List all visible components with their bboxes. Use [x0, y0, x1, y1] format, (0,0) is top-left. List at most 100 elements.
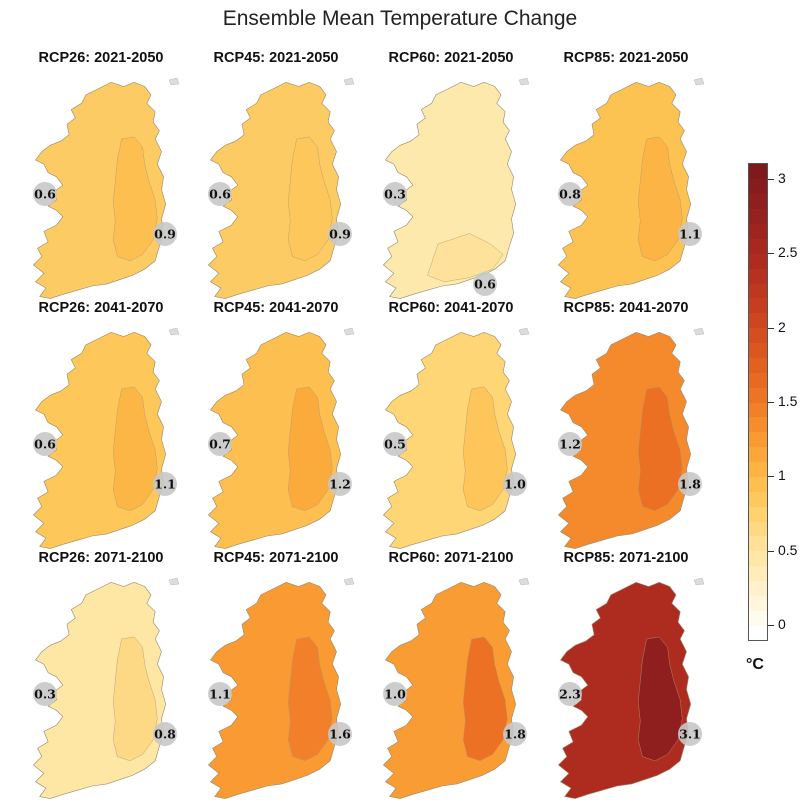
east-value-marker — [328, 472, 352, 496]
colorbar-tick-mark — [768, 253, 774, 255]
colorbar — [748, 163, 768, 641]
islet-shape — [168, 77, 180, 86]
islet-shape — [518, 77, 530, 86]
colorbar-swatch — [749, 297, 767, 314]
warming-contour-region — [637, 386, 683, 512]
south-value-label: 0.6 — [474, 277, 496, 292]
colorbar-swatch — [749, 268, 767, 284]
colorbar-swatch — [749, 461, 767, 477]
west-value-marker — [208, 432, 232, 456]
colorbar-swatch — [749, 193, 767, 210]
west-value-marker — [558, 682, 582, 706]
colorbar-tick-mark — [768, 402, 774, 403]
west-value-marker — [208, 182, 232, 206]
panel-title: RCP45: 2041-2070 — [213, 300, 339, 316]
islet-shape — [168, 577, 180, 586]
east-value-label: 1.0 — [504, 477, 526, 492]
warming-contour-region — [287, 386, 333, 512]
east-value-label: 0.9 — [329, 227, 351, 242]
colorbar-swatch — [749, 238, 767, 254]
colorbar-swatch — [749, 283, 767, 299]
colorbar-swatch — [749, 416, 767, 433]
west-value-marker — [383, 682, 407, 706]
ireland-map: 1.0 1.8 — [382, 577, 530, 799]
east-value-marker — [678, 472, 702, 496]
colorbar-tick-mark — [768, 178, 774, 180]
colorbar-swatch — [749, 342, 767, 358]
colorbar-swatch — [749, 164, 767, 180]
map-panel: RCP45: 2041-2070 0.7 1.2 — [188, 300, 364, 550]
figure-title: Ensemble Mean Temperature Change — [222, 7, 578, 30]
west-value-marker — [33, 682, 57, 706]
west-value-label: 0.5 — [384, 437, 406, 452]
ireland-map: 0.8 1.1 — [557, 77, 705, 299]
map-panel: RCP60: 2071-2100 1.0 1.8 — [363, 550, 539, 800]
warming-contour-region — [287, 636, 333, 762]
panel-title: RCP85: 2041-2070 — [563, 300, 689, 316]
east-value-label: 1.2 — [329, 477, 351, 492]
west-value-marker — [558, 432, 582, 456]
panel-title: RCP60: 2021-2050 — [388, 50, 514, 66]
colorbar-swatch — [749, 402, 767, 418]
west-value-marker — [33, 432, 57, 456]
west-value-label: 0.3 — [384, 187, 406, 202]
warming-contour-region — [287, 136, 333, 262]
ireland-map: 0.5 1.0 — [382, 327, 530, 549]
map-panel: RCP85: 2021-2050 0.8 1.1 — [538, 50, 714, 300]
west-value-marker — [383, 432, 407, 456]
panel-title: RCP85: 2071-2100 — [563, 550, 689, 566]
colorbar-swatch — [749, 550, 767, 567]
west-value-marker — [33, 182, 57, 206]
islet-shape — [518, 577, 530, 586]
west-value-marker — [558, 182, 582, 206]
east-value-label: 1.1 — [154, 477, 176, 492]
colorbar-tick-mark — [768, 327, 774, 329]
panel-title: RCP45: 2071-2100 — [213, 550, 339, 566]
west-value-marker — [208, 682, 232, 706]
colorbar-swatch — [749, 580, 767, 596]
islet-shape — [168, 327, 180, 336]
panel-title: RCP60: 2041-2070 — [388, 300, 514, 316]
south-value-marker — [473, 272, 497, 296]
ireland-map: 0.6 0.9 — [32, 77, 180, 299]
west-value-label: 0.6 — [209, 187, 231, 202]
colorbar-tick-label: 1.5 — [778, 393, 798, 409]
east-value-label: 1.8 — [504, 727, 526, 742]
colorbar-tick-mark — [768, 625, 774, 627]
west-value-marker — [383, 182, 407, 206]
west-value-label: 1.0 — [384, 687, 406, 702]
east-value-marker — [153, 722, 177, 746]
panel-title: RCP26: 2041-2070 — [38, 300, 164, 316]
map-panel: RCP85: 2041-2070 1.2 1.8 — [538, 300, 714, 550]
colorbar-tick-label: 1 — [778, 467, 786, 484]
colorbar-swatch — [749, 535, 767, 552]
colorbar-swatch — [749, 327, 767, 343]
islet-shape — [343, 77, 355, 86]
warming-contour-region — [462, 386, 508, 512]
ireland-map: 0.3 0.8 — [32, 577, 180, 799]
east-value-label: 1.1 — [679, 227, 701, 242]
warming-contour-region — [112, 636, 158, 762]
colorbar-tick-mark — [768, 550, 774, 552]
colorbar-tick-label: 3 — [778, 169, 786, 186]
colorbar-swatch — [749, 476, 767, 492]
ireland-map: 1.2 1.8 — [557, 327, 705, 549]
colorbar-swatch — [749, 372, 767, 388]
colorbar-swatch — [749, 357, 767, 373]
east-value-marker — [153, 222, 177, 246]
east-value-marker — [328, 722, 352, 746]
map-panel: RCP26: 2021-2050 0.6 0.9 — [13, 50, 189, 300]
map-panel: RCP45: 2071-2100 1.1 1.6 — [188, 550, 364, 800]
west-value-label: 0.8 — [559, 187, 581, 202]
map-panel: RCP45: 2021-2050 0.6 0.9 — [188, 50, 364, 300]
panel-title: RCP85: 2021-2050 — [563, 50, 689, 66]
east-value-label: 1.8 — [679, 477, 701, 492]
islet-shape — [343, 327, 355, 336]
east-value-marker — [503, 722, 527, 746]
panel-title: RCP45: 2021-2050 — [213, 50, 339, 66]
colorbar-swatch — [749, 387, 767, 403]
east-value-marker — [678, 722, 702, 746]
colorbar-swatch — [749, 431, 767, 448]
map-panel: RCP26: 2041-2070 0.6 1.1 — [13, 300, 189, 550]
colorbar-tick-mark — [768, 476, 774, 478]
